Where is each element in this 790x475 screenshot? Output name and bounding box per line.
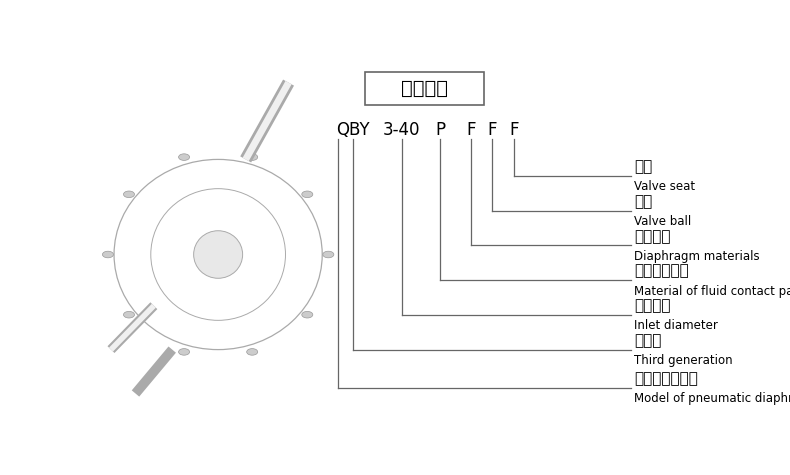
Text: 阀座: 阀座 [634, 159, 653, 174]
Text: Material of fluid contact part: Material of fluid contact part [634, 285, 790, 297]
Text: P: P [435, 121, 446, 139]
Ellipse shape [123, 191, 134, 198]
Bar [365, 72, 484, 104]
Text: 过流部件材质: 过流部件材质 [634, 264, 689, 278]
Text: Valve seat: Valve seat [634, 180, 695, 193]
Ellipse shape [194, 231, 243, 278]
Text: 阀球: 阀球 [634, 194, 653, 209]
Text: Valve ball: Valve ball [634, 215, 692, 228]
Text: 型号说明: 型号说明 [401, 78, 448, 97]
Text: Model of pneumatic diaphragm pump: Model of pneumatic diaphragm pump [634, 392, 790, 406]
Text: 气动隔膜泵型号: 气动隔膜泵型号 [634, 371, 698, 386]
Text: 3-40: 3-40 [383, 121, 420, 139]
Ellipse shape [246, 349, 258, 355]
Text: F: F [466, 121, 476, 139]
Bar [99, 57, 344, 423]
Ellipse shape [123, 312, 134, 318]
Ellipse shape [179, 349, 190, 355]
Text: 第三代: 第三代 [634, 333, 662, 348]
Ellipse shape [179, 154, 190, 161]
Text: Diaphragm materials: Diaphragm materials [634, 250, 760, 263]
Text: QBY: QBY [336, 121, 370, 139]
Text: 隔膜材质: 隔膜材质 [634, 229, 671, 244]
Text: F: F [487, 121, 497, 139]
Ellipse shape [103, 251, 114, 258]
Text: Inlet diameter: Inlet diameter [634, 319, 718, 332]
Ellipse shape [246, 154, 258, 161]
Text: 进料口径: 进料口径 [634, 298, 671, 313]
Text: Third generation: Third generation [634, 354, 733, 367]
Ellipse shape [302, 191, 313, 198]
Ellipse shape [323, 251, 334, 258]
Text: F: F [509, 121, 518, 139]
Ellipse shape [302, 312, 313, 318]
